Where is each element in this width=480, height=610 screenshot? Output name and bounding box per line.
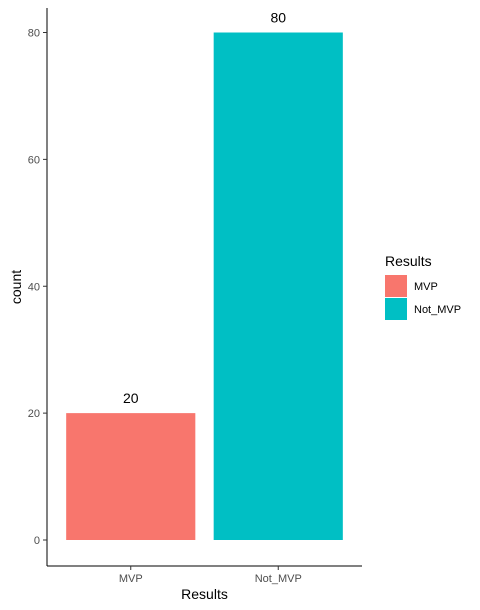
legend-title: Results [385, 253, 432, 269]
y-tick-label: 80 [28, 28, 40, 40]
y-axis-title: count [8, 270, 24, 304]
x-axis-title: Results [181, 586, 228, 602]
axes-layer [46, 8, 362, 567]
y-tick-label: 20 [28, 408, 40, 420]
y-tick-label: 0 [34, 535, 40, 547]
legend-items: MVP Not_MVP [385, 275, 461, 320]
y-tick-label: 60 [28, 154, 40, 166]
data-label-mvp: 20 [123, 390, 139, 406]
y-tick-label: 40 [28, 281, 40, 293]
x-ticks-layer: MVP Not_MVP [119, 566, 302, 585]
x-tick-label: Not_MVP [255, 573, 302, 585]
legend-swatch-mvp [385, 275, 407, 297]
legend-label-mvp: MVP [414, 281, 438, 293]
legend: Results MVP Not_MVP [385, 253, 461, 320]
legend-label-not-mvp: Not_MVP [414, 304, 461, 316]
y-ticks-layer: 0 20 40 60 80 [28, 28, 47, 547]
legend-swatch-not-mvp [385, 298, 407, 320]
bars-layer [66, 32, 343, 540]
bar-not-mvp [213, 32, 343, 540]
x-tick-label: MVP [119, 573, 143, 585]
data-label-not-mvp: 80 [270, 10, 286, 26]
bar-mvp [66, 413, 196, 540]
